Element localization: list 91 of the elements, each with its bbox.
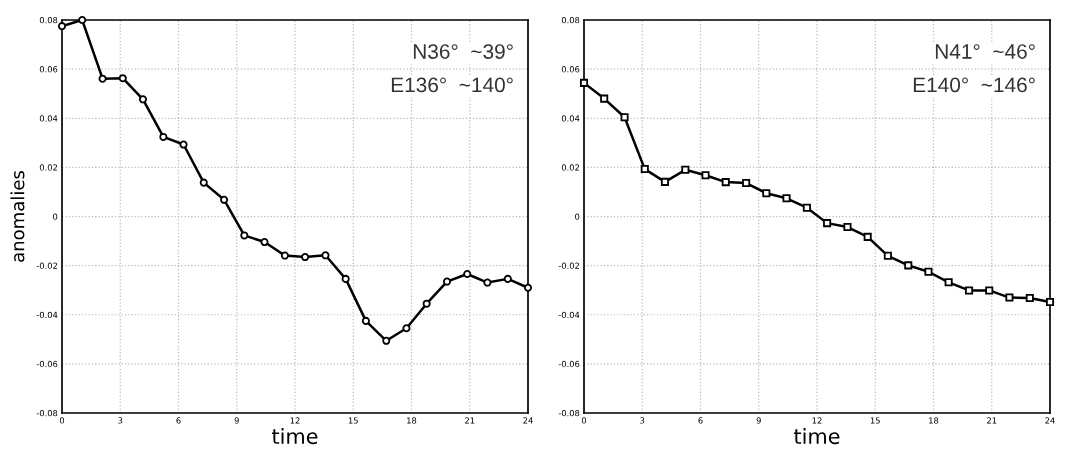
- point: [402, 324, 411, 333]
- point: [503, 274, 512, 283]
- point: [944, 278, 953, 287]
- point: [985, 286, 994, 295]
- point: [240, 231, 249, 240]
- point: [1025, 294, 1034, 303]
- point: [1045, 297, 1055, 307]
- point: [965, 286, 974, 295]
- point: [220, 195, 229, 204]
- x-tick-label: 0: [59, 417, 65, 424]
- point: [483, 278, 492, 287]
- x-tick-label: 9: [234, 417, 239, 424]
- y-tick-label: 0.06: [39, 66, 58, 73]
- point: [823, 219, 832, 228]
- point: [321, 251, 330, 260]
- x-tick-label: 12: [290, 417, 300, 424]
- point: [782, 194, 791, 203]
- y-tick-label: 0.02: [561, 164, 579, 171]
- point: [57, 22, 67, 31]
- y-tick-label: 0.04: [39, 115, 58, 122]
- point: [382, 336, 391, 345]
- point: [863, 232, 872, 241]
- point: [280, 251, 289, 260]
- point: [640, 165, 649, 174]
- point: [742, 179, 751, 188]
- y-tick-label: -0.02: [558, 262, 579, 269]
- x-tick-label: 6: [176, 417, 181, 424]
- point: [904, 261, 913, 270]
- y-tick-label: 0: [53, 213, 58, 220]
- y-tick-label: -0.04: [36, 311, 58, 319]
- point: [924, 267, 933, 276]
- y-tick-label: -0.06: [558, 360, 580, 368]
- point: [523, 283, 533, 292]
- y-tick-label: 0.08: [39, 16, 58, 24]
- point: [422, 299, 431, 308]
- point: [301, 252, 310, 262]
- annotation: N36° ~39°: [413, 44, 513, 59]
- point: [118, 74, 127, 83]
- x-tick-label: 3: [118, 417, 123, 424]
- x-tick-label: 21: [987, 417, 997, 424]
- point: [260, 238, 269, 247]
- x-axis-title: time: [794, 428, 840, 445]
- point: [159, 132, 168, 141]
- point: [199, 178, 208, 187]
- y-tick-label: -0.08: [558, 409, 580, 417]
- x-tick-label: 18: [407, 417, 417, 424]
- y-tick-label: -0.08: [36, 409, 58, 417]
- point: [443, 277, 452, 286]
- x-tick-label: 9: [756, 417, 761, 424]
- x-tick-label: 3: [640, 417, 645, 424]
- x-tick-label: 18: [929, 417, 939, 424]
- y-tick-label: 0.06: [561, 66, 580, 73]
- x-tick-label: 15: [870, 417, 880, 424]
- y-tick-label: 0.02: [39, 164, 57, 171]
- point: [701, 171, 710, 180]
- point: [579, 78, 589, 87]
- point: [843, 223, 852, 232]
- point: [179, 140, 188, 149]
- point: [802, 203, 811, 212]
- point: [138, 95, 147, 104]
- point: [600, 94, 609, 103]
- y-tick-label: -0.04: [558, 311, 580, 319]
- point: [463, 269, 472, 279]
- x-axis-title: time: [272, 428, 318, 445]
- point: [721, 178, 730, 187]
- point: [681, 165, 690, 174]
- x-tick-label: 24: [523, 417, 533, 424]
- point: [361, 316, 370, 325]
- point: [620, 113, 629, 122]
- x-tick-label: 15: [348, 417, 358, 424]
- x-tick-label: 24: [1045, 417, 1055, 424]
- point: [883, 251, 892, 260]
- annotation: E140° ~146°: [913, 77, 1035, 93]
- point: [660, 177, 669, 186]
- point: [98, 74, 107, 83]
- point: [1005, 293, 1014, 302]
- annotation: E136° ~140°: [391, 77, 513, 93]
- x-tick-label: 21: [465, 417, 475, 424]
- point: [341, 274, 350, 283]
- point: [762, 189, 771, 198]
- y-tick-label: -0.06: [36, 360, 58, 368]
- y-axis-title: anomalies: [10, 171, 25, 262]
- y-tick-label: -0.02: [36, 262, 57, 269]
- y-tick-label: 0: [575, 213, 580, 220]
- y-tick-label: 0.08: [561, 16, 580, 24]
- y-tick-label: 0.04: [561, 115, 580, 122]
- x-tick-label: 12: [812, 417, 822, 424]
- x-tick-label: 6: [698, 417, 703, 424]
- point: [78, 15, 87, 25]
- annotation: N41° ~46°: [935, 44, 1035, 59]
- x-tick-label: 0: [581, 417, 587, 424]
